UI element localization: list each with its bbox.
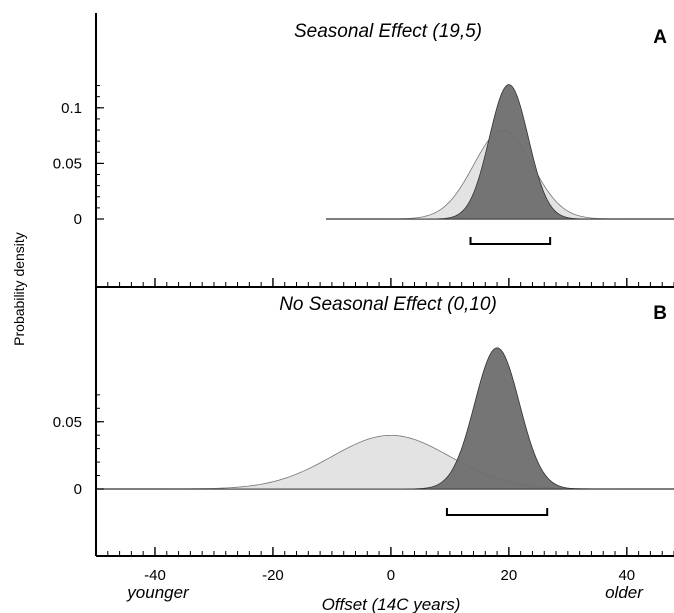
panel-b-posterior-area xyxy=(96,347,674,490)
x-tick-label: 0 xyxy=(387,567,395,584)
panel-b-letter: B xyxy=(653,303,667,324)
panel-a-y-tick-label: 0.1 xyxy=(61,100,82,117)
panel-b-y-tick-label: 0.05 xyxy=(53,414,82,431)
panel-a-posterior-area xyxy=(326,84,674,220)
panel-b-interval-bracket xyxy=(445,508,549,516)
panel-b-title: No Seasonal Effect (0,10) xyxy=(279,294,497,315)
panel-a-y-tick-label: 0.05 xyxy=(53,155,82,172)
x-axis-title: Offset (14C years) xyxy=(322,595,461,613)
panel-a-letter: A xyxy=(653,27,667,48)
y-axis-label: Probability density xyxy=(11,232,27,346)
x-axis-younger-label: younger xyxy=(126,583,190,602)
x-tick-label: 20 xyxy=(501,567,518,584)
panel-a-title: Seasonal Effect (19,5) xyxy=(294,21,482,42)
panel-a-interval-bracket xyxy=(469,237,552,245)
x-tick-label: -20 xyxy=(262,567,284,584)
x-axis-ticks: -40 -20 0 20 40 xyxy=(95,278,674,584)
x-tick-label: -40 xyxy=(144,567,166,584)
panel-a: 0 0.05 0.1 Seasonal Effect (19,5) A xyxy=(53,21,674,245)
panel-a-y-tick-label: 0 xyxy=(74,211,82,228)
x-tick-label: 40 xyxy=(618,567,635,584)
x-axis-older-label: older xyxy=(605,583,644,602)
panel-b-y-tick-label: 0 xyxy=(74,481,82,498)
panel-b: 0 0.05 No Seasonal Effect (0,10) B xyxy=(53,294,674,516)
panel-b-prior-area xyxy=(96,434,674,490)
